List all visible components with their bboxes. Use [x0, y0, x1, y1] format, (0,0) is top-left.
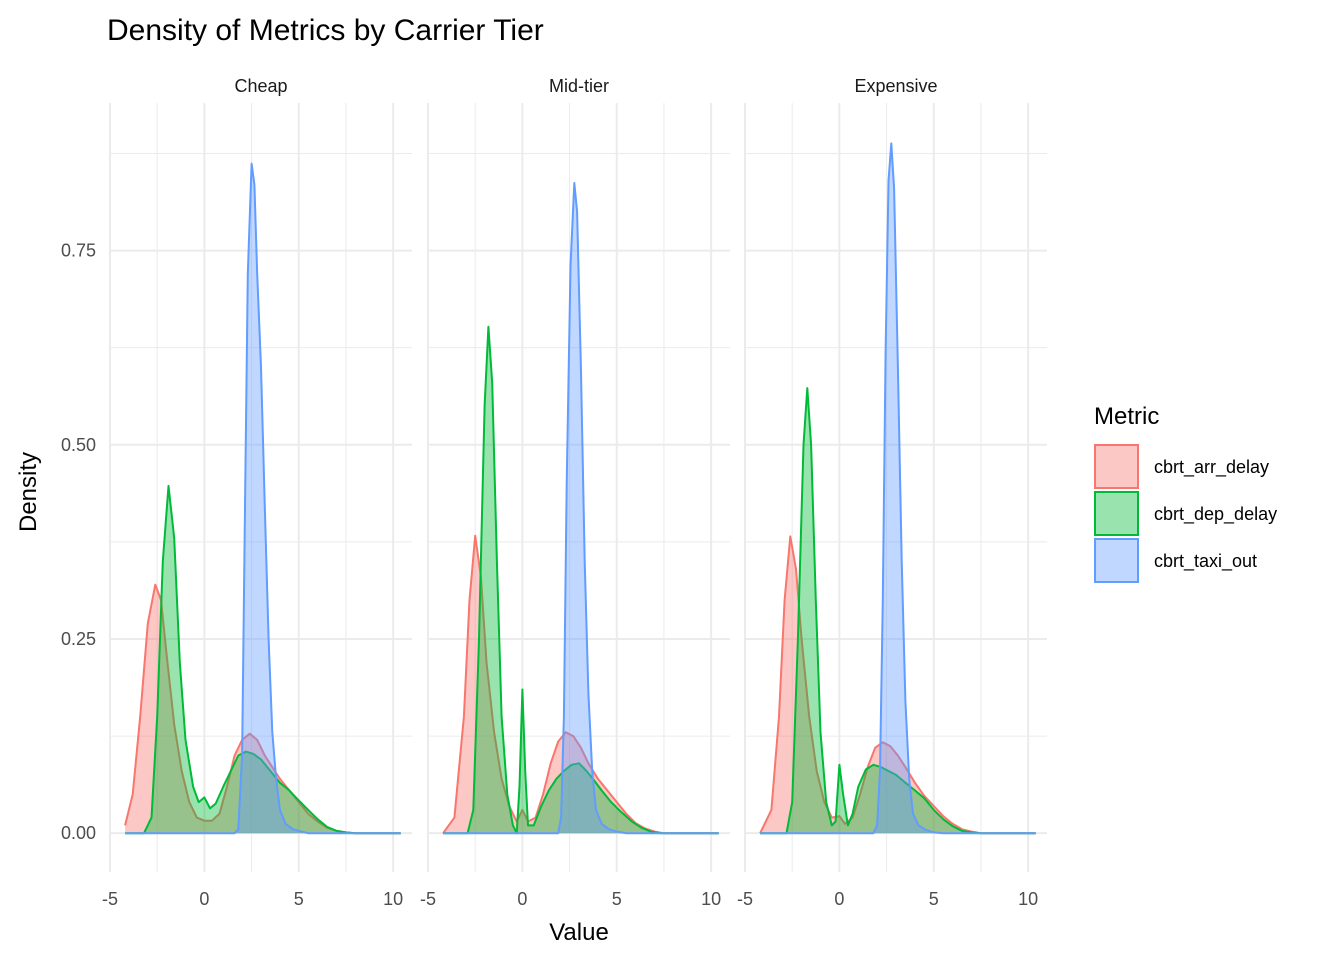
facet-panel-expensive: Expensive -5 0 5 10: [737, 76, 1047, 909]
x-tick-label: 10: [701, 889, 721, 909]
legend: Metric cbrt_arr_delay cbrt_dep_delay cbrt_…: [1094, 403, 1277, 583]
density-line-cbrt-arr-delay: [759, 535, 1036, 835]
legend-label: cbrt_dep_delay: [1154, 504, 1277, 525]
x-tick-label: 10: [1018, 889, 1038, 909]
x-axis-title: Value: [549, 919, 609, 946]
x-tick-label: 5: [929, 889, 939, 909]
x-tick-label: 0: [199, 889, 209, 909]
x-tick-label: 5: [612, 889, 622, 909]
facet-strip-label: Cheap: [234, 76, 287, 96]
y-axis-title: Density: [15, 452, 42, 532]
x-tick-label: 10: [383, 889, 403, 909]
x-tick-label: -5: [737, 889, 753, 909]
density-line-cbrt-taxi-out: [125, 162, 401, 835]
facet-panel-cheap: Cheap -5 0 5 10: [102, 76, 412, 909]
facet-strip-label: Expensive: [854, 76, 937, 96]
y-axis: 0.00 0.25 0.50 0.75: [61, 241, 96, 844]
y-tick-label: 0.00: [61, 823, 96, 843]
y-tick-label: 0.25: [61, 629, 96, 649]
density-line-cbrt-dep-delay: [760, 387, 1036, 835]
density-area-cbrt-arr-delay: [443, 535, 719, 834]
density-line-cbrt-dep-delay: [125, 484, 401, 835]
x-tick-label: 5: [294, 889, 304, 909]
density-area-cbrt-taxi-out: [125, 163, 401, 834]
chart-title: Density of Metrics by Carrier Tier: [107, 14, 544, 47]
y-tick-label: 0.50: [61, 435, 96, 455]
density-line-cbrt-dep-delay: [443, 325, 719, 835]
density-area-cbrt-taxi-out: [443, 183, 719, 834]
x-tick-label: 0: [517, 889, 527, 909]
density-line-cbrt-taxi-out: [443, 182, 719, 835]
facet-panel-mid-tier: Mid-tier -5 0 5 10: [420, 76, 730, 909]
density-area-cbrt-taxi-out: [760, 143, 1036, 834]
legend-key-cbrt-taxi-out: [1094, 538, 1139, 583]
x-tick-label: 0: [834, 889, 844, 909]
legend-title: Metric: [1094, 403, 1159, 430]
facet-strip-label: Mid-tier: [549, 76, 609, 96]
legend-label: cbrt_taxi_out: [1154, 551, 1257, 572]
legend-label: cbrt_arr_delay: [1154, 457, 1269, 478]
x-tick-label: -5: [420, 889, 436, 909]
y-tick-label: 0.75: [61, 241, 96, 261]
facet-panels: Cheap -5 0 5 10 Mid-tier -5 0 5 10 Expensive -5 0 5 10: [102, 76, 1047, 909]
x-tick-label: -5: [102, 889, 118, 909]
density-line-cbrt-taxi-out: [760, 142, 1036, 835]
legend-key-cbrt-dep-delay: [1094, 491, 1139, 536]
legend-key-cbrt-arr-delay: [1094, 444, 1139, 489]
